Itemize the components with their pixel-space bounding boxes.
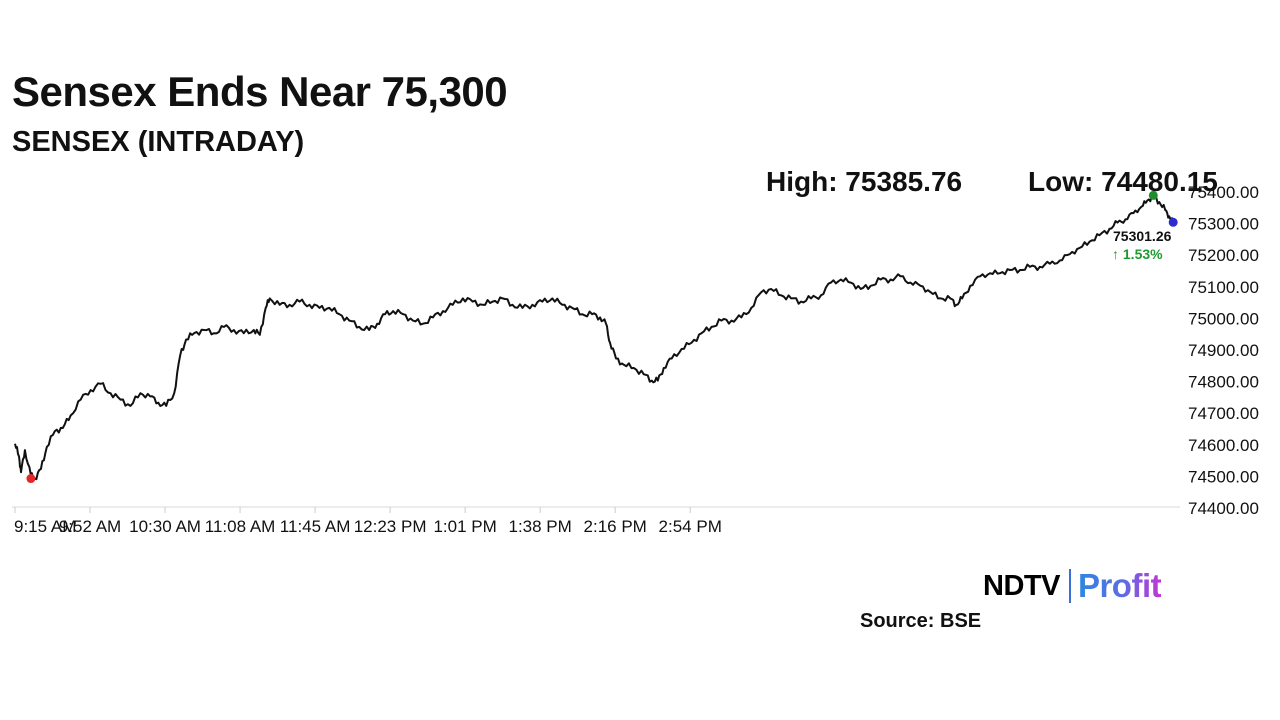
low-dot-marker xyxy=(26,474,36,484)
y-tick-label: 75300.00 xyxy=(1188,215,1259,234)
y-tick-label: 74700.00 xyxy=(1188,404,1259,423)
x-tick-label: 2:54 PM xyxy=(659,517,722,536)
y-tick-label: 75200.00 xyxy=(1188,246,1259,265)
last-dot-marker xyxy=(1168,217,1178,227)
high-dot-marker xyxy=(1148,190,1158,200)
y-tick-label: 74400.00 xyxy=(1188,499,1259,518)
x-tick-label: 11:45 AM xyxy=(280,517,351,536)
y-tick-label: 75100.00 xyxy=(1188,278,1259,297)
high-label: High: 75385.76 xyxy=(766,166,963,197)
x-tick-label: 10:30 AM xyxy=(129,517,201,536)
y-axis-ticks: 74400.00 74500.00 74600.00 74700.00 74800.00… xyxy=(1188,183,1259,518)
x-tick-label: 1:38 PM xyxy=(509,517,572,536)
y-tick-label: 74900.00 xyxy=(1188,341,1259,360)
last-value-label: 75301.26 xyxy=(1113,228,1172,244)
chart-subtitle: SENSEX (INTRADAY) xyxy=(12,126,305,158)
y-tick-label: 75400.00 xyxy=(1188,183,1259,202)
y-tick-label: 75000.00 xyxy=(1188,309,1259,328)
sensex-series-line xyxy=(14,195,1175,481)
series-layer xyxy=(14,195,1175,481)
logo-ndtv-text: NDTV xyxy=(983,569,1060,602)
logo-separator xyxy=(1068,569,1071,603)
y-tick-label: 74500.00 xyxy=(1188,467,1259,486)
low-label: Low: 74480.15 xyxy=(1028,166,1218,197)
x-tick-label: 12:23 PM xyxy=(354,517,427,536)
logo-profit-text: Profit xyxy=(1077,567,1162,604)
source-label: Source: BSE xyxy=(860,610,982,632)
chart-title: Sensex Ends Near 75,300 xyxy=(12,68,508,115)
x-tick-label: 9:15 AM xyxy=(14,517,76,536)
y-tick-label: 74600.00 xyxy=(1188,436,1259,455)
x-tick-label: 11:08 AM xyxy=(205,517,276,536)
x-axis-ticks: 9:15 AM9:52 AM 10:30 AM 11:08 AM 11:45 AM 12… xyxy=(14,507,722,536)
x-tick-label: 9:52 AM xyxy=(59,517,121,536)
ndtv-profit-logo: NDTV Profit xyxy=(983,567,1162,604)
marker-layer xyxy=(26,190,1178,484)
x-tick-label: 2:16 PM xyxy=(584,517,647,536)
y-tick-label: 74800.00 xyxy=(1188,373,1259,392)
x-tick-label: 1:01 PM xyxy=(433,517,496,536)
change-label: ↑ 1.53% xyxy=(1112,246,1163,262)
